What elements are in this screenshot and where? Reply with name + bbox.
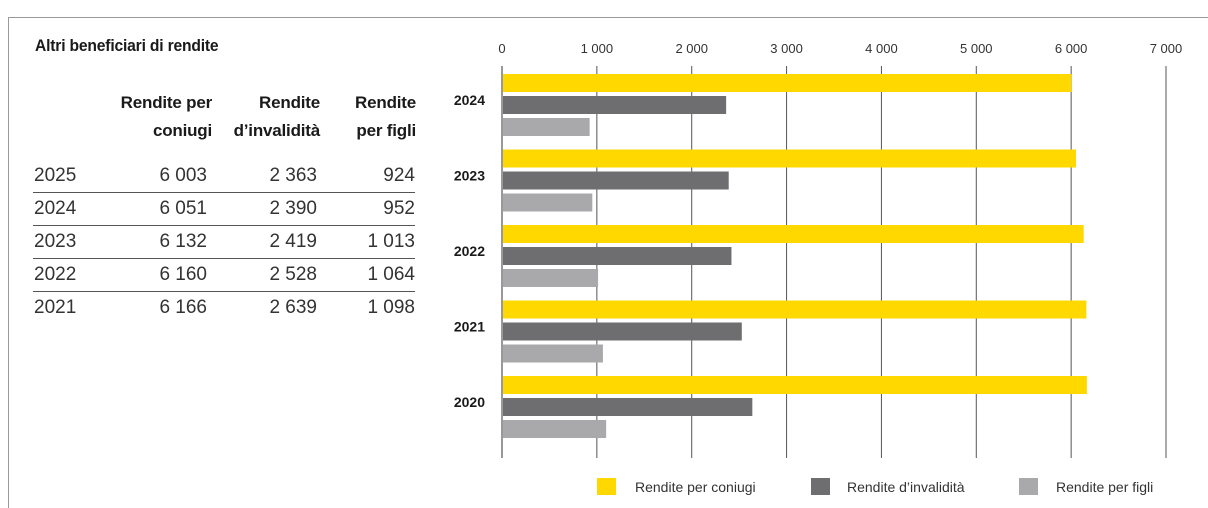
bar	[503, 171, 729, 190]
table-title: Altri beneficiari di rendite	[35, 36, 219, 55]
column-header-line: d’invalidità	[233, 121, 321, 140]
x-tick-label: 4 000	[865, 41, 898, 56]
column-header-line: Rendite	[259, 93, 320, 112]
row-year: 2025	[34, 165, 77, 186]
cell-coniugi: 6 003	[159, 165, 207, 186]
row-year: 2023	[34, 231, 77, 252]
x-tick-label: 6 000	[1055, 41, 1088, 56]
cell-invalidita: 2 528	[269, 264, 317, 285]
y-category-label: 2024	[454, 92, 485, 108]
x-tick-label: 2 000	[675, 41, 708, 56]
column-header-line: Rendite per	[120, 93, 213, 112]
bar	[503, 420, 607, 438]
row-year: 2022	[34, 264, 77, 285]
x-tick-label: 1 000	[581, 41, 614, 56]
legend-swatch	[811, 478, 830, 495]
cell-invalidita: 2 363	[269, 165, 317, 186]
column-header-line: per figli	[356, 121, 416, 140]
column-header-line: Rendite	[355, 93, 416, 112]
cell-coniugi: 6 166	[159, 297, 207, 318]
column-header-figli: Rendite per figli	[330, 89, 416, 145]
bar	[503, 74, 1072, 92]
table-row: 2022 6 160 2 528 1 064	[33, 259, 415, 292]
legend-swatch	[1019, 478, 1038, 495]
y-category-label: 2023	[454, 168, 485, 184]
cell-invalidita: 2 390	[269, 198, 317, 219]
bar	[503, 193, 593, 212]
bar	[503, 225, 1084, 243]
bar	[503, 269, 599, 287]
x-tick-label: 0	[498, 41, 505, 56]
legend-swatch	[597, 478, 616, 495]
bar	[503, 398, 753, 416]
row-year: 2021	[34, 297, 77, 318]
legend-label: Rendite per coniugi	[635, 479, 756, 495]
cell-coniugi: 6 132	[159, 231, 207, 252]
bar	[503, 247, 732, 265]
column-header-invalidita: Rendite d’invalidità	[206, 89, 321, 145]
x-tick-label: 7 000	[1150, 41, 1183, 56]
table-row: 2025 6 003 2 363 924	[33, 160, 415, 193]
x-tick-label: 5 000	[960, 41, 993, 56]
bar	[503, 344, 603, 363]
bar	[503, 118, 590, 136]
y-category-label: 2021	[454, 319, 485, 335]
bar	[503, 322, 742, 341]
cell-figli: 1 013	[367, 231, 415, 252]
legend-label: Rendite per figli	[1056, 479, 1154, 495]
y-category-label: 2022	[454, 243, 485, 259]
table-row: 2023 6 132 2 419 1 013	[33, 226, 415, 259]
bar	[503, 96, 727, 114]
bar	[503, 300, 1087, 319]
panel-border-left	[8, 17, 9, 508]
x-tick-label: 3 000	[770, 41, 803, 56]
column-header-line: coniugi	[152, 121, 212, 140]
row-year: 2024	[34, 198, 77, 219]
cell-figli: 1 064	[367, 264, 415, 285]
column-header-coniugi: Rendite per coniugi	[96, 89, 213, 145]
bar	[503, 376, 1087, 394]
cell-invalidita: 2 419	[269, 231, 317, 252]
cell-figli: 952	[383, 198, 415, 219]
panel-border-top	[8, 17, 1208, 18]
table-row: 2021 6 166 2 639 1 098	[33, 292, 415, 324]
cell-coniugi: 6 160	[159, 264, 207, 285]
cell-figli: 924	[383, 165, 415, 186]
cell-figli: 1 098	[367, 297, 415, 318]
y-category-label: 2020	[454, 394, 485, 410]
legend-label: Rendite d’invalidità	[847, 479, 965, 495]
cell-invalidita: 2 639	[269, 297, 317, 318]
bar	[503, 149, 1076, 168]
cell-coniugi: 6 051	[159, 198, 207, 219]
table-row: 2024 6 051 2 390 952	[33, 193, 415, 226]
